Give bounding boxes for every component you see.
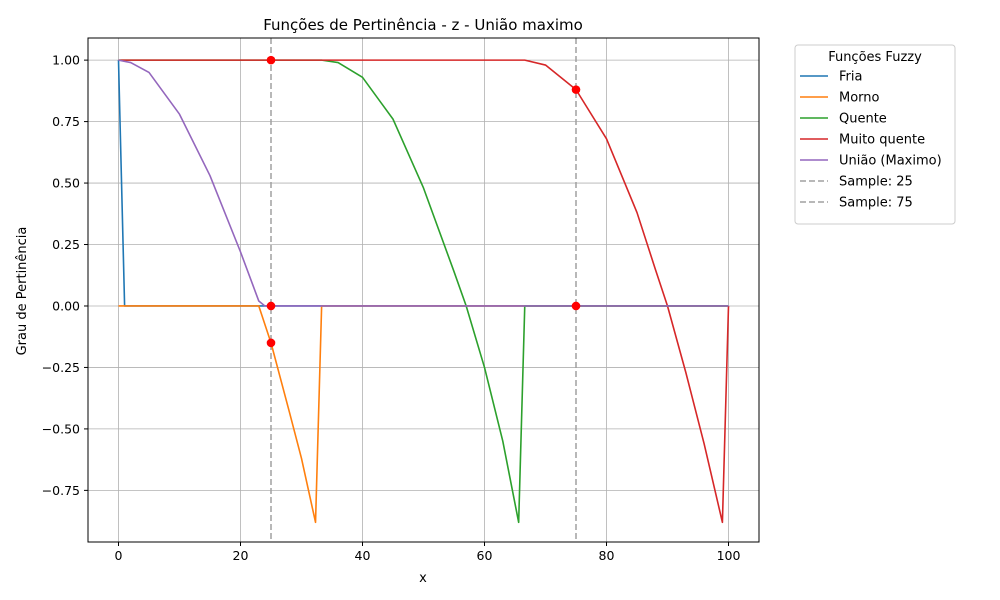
legend-label: Sample: 75 bbox=[839, 196, 913, 211]
y-tick-label: −0.25 bbox=[42, 360, 80, 375]
x-axis-ticks: 0 20 40 60 80 100 bbox=[115, 542, 741, 563]
legend: Funções Fuzzy Fria Morno Quente Muito quent… bbox=[794, 44, 956, 225]
series-line bbox=[118, 59, 729, 524]
y-axis-ticks: −0.75 −0.50 −0.25 0.00 0.25 0.50 0.75 1.00 bbox=[42, 53, 88, 498]
series-line bbox=[118, 59, 729, 307]
y-tick-label: 0.25 bbox=[52, 237, 80, 252]
legend-title: Funções Fuzzy bbox=[828, 50, 922, 65]
sample-lines bbox=[270, 38, 577, 542]
x-tick-label: 80 bbox=[599, 548, 615, 563]
sample-point bbox=[266, 55, 276, 65]
legend-label: União (Maximo) bbox=[839, 154, 942, 169]
legend-label: Morno bbox=[839, 91, 880, 106]
y-axis-label: Grau de Pertinência bbox=[15, 227, 30, 356]
y-tick-label: −0.75 bbox=[42, 483, 80, 498]
plot-frame bbox=[87, 37, 760, 543]
legend-label: Quente bbox=[839, 112, 887, 127]
x-axis-label: x bbox=[419, 571, 427, 586]
sample-point bbox=[571, 85, 581, 94]
x-tick-label: 40 bbox=[355, 548, 371, 563]
y-tick-label: −0.50 bbox=[42, 421, 80, 436]
legend-label: Muito quente bbox=[839, 133, 925, 148]
sample-point bbox=[571, 301, 581, 311]
legend-label: Sample: 25 bbox=[839, 175, 913, 190]
x-tick-label: 0 bbox=[115, 548, 123, 563]
series-lines bbox=[117, 59, 730, 524]
sample-points bbox=[266, 55, 581, 348]
x-tick-label: 60 bbox=[477, 548, 493, 563]
sample-point bbox=[266, 338, 276, 348]
x-tick-label: 20 bbox=[233, 548, 249, 563]
sample-point bbox=[266, 301, 276, 311]
legend-box bbox=[794, 44, 956, 225]
series-line bbox=[118, 59, 730, 524]
y-tick-label: 0.75 bbox=[52, 114, 80, 129]
y-tick-label: 0.50 bbox=[52, 176, 80, 191]
x-tick-label: 100 bbox=[717, 548, 741, 563]
legend-entries: Fria Morno Quente Muito quente União (Maximo… bbox=[800, 70, 942, 211]
y-tick-label: 0.00 bbox=[52, 298, 80, 313]
chart-title: Funções de Pertinência - z - União maxim… bbox=[263, 16, 583, 34]
y-tick-label: 1.00 bbox=[52, 53, 80, 68]
legend-label: Fria bbox=[839, 70, 862, 85]
